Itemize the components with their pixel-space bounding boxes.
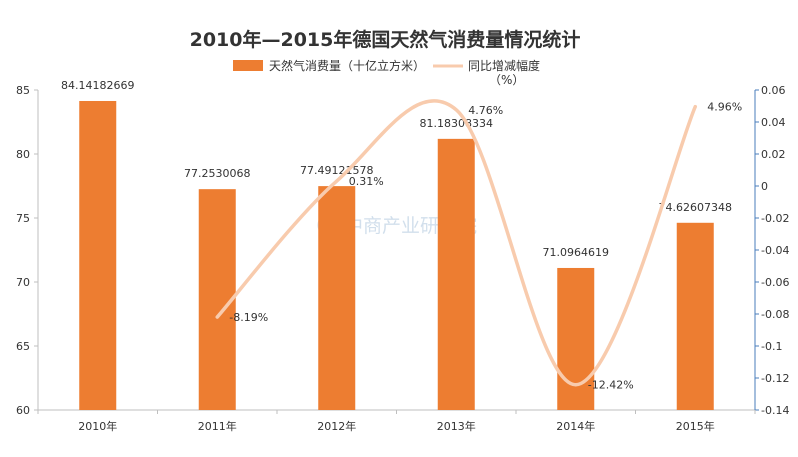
- x-tick-label: 2014年: [556, 419, 595, 433]
- y-right-tick-label: -0.12: [761, 372, 789, 385]
- x-axis-labels: 2010年 2011年 2012年 2013年 2014年 2015年: [78, 419, 715, 433]
- axes: 60 65 70 75 80 85 -0.14 -0.12 -0.1 -0.08 -0.06 -0.0…: [16, 84, 789, 417]
- growth-line: [215, 99, 697, 387]
- line-data-label: 4.96%: [707, 101, 742, 114]
- bar: [676, 222, 714, 410]
- legend-line-label: 同比增减幅度: [468, 58, 540, 73]
- legend-bar-swatch: [233, 60, 263, 71]
- x-tick-label: 2011年: [198, 419, 237, 433]
- bar-data-label: 81.18308334: [420, 117, 493, 130]
- bar: [318, 186, 356, 410]
- line-point: [693, 105, 697, 109]
- y-right-tick-label: -0.14: [761, 404, 789, 417]
- y-right-tick-label: -0.1: [761, 340, 782, 353]
- y-right-tick-label: -0.06: [761, 276, 789, 289]
- y-right-tick-label: 0.02: [761, 148, 786, 161]
- x-tick-label: 2013年: [437, 419, 476, 433]
- y-left-tick-label: 75: [16, 212, 30, 225]
- bar-data-label: 71.0964619: [543, 246, 609, 259]
- y-right-tick-label: -0.04: [761, 244, 789, 257]
- y-right-tick-label: 0.06: [761, 84, 786, 97]
- line-data-label: -8.19%: [229, 311, 268, 324]
- legend: 天然气消费量（十亿立方米） 同比增减幅度 （%）: [233, 58, 540, 87]
- line-data-label: 0.31%: [349, 175, 384, 188]
- y-left-tick-label: 65: [16, 340, 30, 353]
- line-point: [215, 315, 219, 319]
- legend-line-label-unit: （%）: [489, 73, 524, 87]
- line-layer: [215, 99, 697, 387]
- y-right-tick-label: 0: [761, 180, 768, 193]
- x-tick-label: 2012年: [317, 419, 356, 433]
- y-left-tick-label: 60: [16, 404, 30, 417]
- bar: [437, 138, 475, 410]
- line-point: [574, 383, 578, 387]
- line-point: [335, 179, 339, 183]
- bar-labels: 84.14182669 77.2530068 77.49121578 81.18308…: [61, 79, 732, 259]
- bar-data-label: 74.62607348: [659, 201, 732, 214]
- line-data-label: 4.76%: [468, 104, 503, 117]
- y-left-tick-label: 85: [16, 84, 30, 97]
- legend-bar-label: 天然气消费量（十亿立方米）: [269, 58, 425, 73]
- x-tick-label: 2015年: [676, 419, 715, 433]
- bar-data-label: 77.2530068: [184, 167, 250, 180]
- y-left-tick-label: 80: [16, 148, 30, 161]
- y-left-tick-label: 70: [16, 276, 30, 289]
- bar-data-label: 77.49121578: [300, 164, 373, 177]
- chart-title: 2010年—2015年德国天然气消费量情况统计: [190, 28, 581, 51]
- y-right-tick-label: -0.02: [761, 212, 789, 225]
- line-data-label: -12.42%: [588, 379, 634, 392]
- bars: [79, 100, 714, 410]
- bar-data-label: 84.14182669: [61, 79, 134, 92]
- line-labels: -8.19% 0.31% 4.76% -12.42% 4.96%: [229, 101, 742, 392]
- bar: [79, 100, 117, 410]
- line-point: [454, 108, 458, 112]
- y-right-tick-label: -0.08: [761, 308, 789, 321]
- y-right-tick-label: 0.04: [761, 116, 786, 129]
- x-tick-label: 2010年: [78, 419, 117, 433]
